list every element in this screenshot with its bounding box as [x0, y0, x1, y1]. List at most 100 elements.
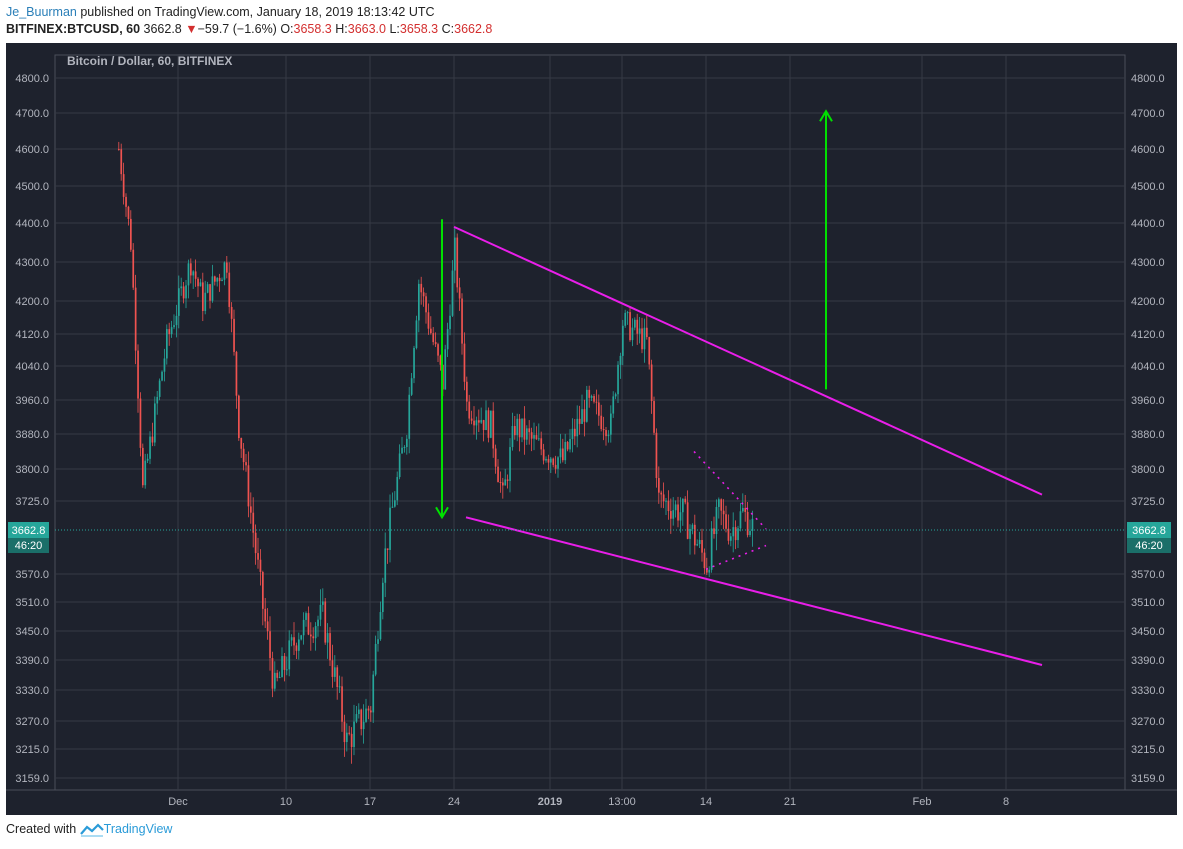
- y-tick-label-left: 3215.0: [15, 744, 49, 756]
- tradingview-brand-link[interactable]: TradingView: [103, 822, 173, 836]
- y-tick-label-left: 4500.0: [15, 181, 49, 193]
- candle-body: [295, 645, 298, 651]
- countdown-badge-right: [1127, 538, 1171, 553]
- y-tick-label-left: 3390.0: [15, 655, 49, 667]
- candle-body: [506, 479, 509, 481]
- symbol-label: BITFINEX:BTCUSD, 60: [6, 22, 141, 36]
- y-tick-label-left: 4700.0: [15, 108, 49, 120]
- candle-body: [530, 432, 533, 439]
- candle-body: [192, 271, 195, 276]
- candle-body: [708, 569, 711, 573]
- candle-body: [629, 312, 631, 341]
- candle-body: [132, 249, 135, 288]
- candle-body: [571, 428, 574, 439]
- candle-body: [202, 282, 204, 311]
- candle-body: [446, 329, 449, 350]
- published-text: published on TradingView.com, January 18…: [80, 5, 435, 19]
- candle-body: [190, 263, 192, 276]
- candle-body: [660, 492, 663, 495]
- low-value: 3658.3: [399, 22, 439, 36]
- candle-body: [240, 438, 243, 449]
- candle-body: [266, 621, 269, 632]
- candle-body: [569, 438, 571, 450]
- candle-body: [634, 319, 636, 328]
- candle-body: [624, 312, 627, 326]
- candle-body: [391, 506, 394, 508]
- candle-body: [384, 548, 387, 583]
- candle-body: [403, 447, 406, 449]
- last-price-badge-right: [1127, 522, 1171, 538]
- candle-body: [550, 458, 552, 463]
- candle-body: [252, 512, 255, 533]
- y-tick-label-left: 4200.0: [15, 296, 49, 308]
- candle-body: [401, 447, 403, 454]
- candle-body: [504, 479, 507, 486]
- candle-body: [648, 337, 651, 365]
- x-tick-label: 14: [700, 796, 712, 808]
- candle-body: [684, 498, 687, 503]
- candle-body: [158, 380, 161, 397]
- candle-body: [218, 277, 221, 282]
- candle-body: [348, 732, 351, 734]
- candle-body: [163, 358, 166, 372]
- candle-body: [600, 415, 603, 430]
- y-tick-label-right: 3880.0: [1131, 429, 1165, 441]
- y-tick-label-right: 3159.0: [1131, 773, 1165, 785]
- candle-body: [221, 279, 223, 282]
- candle-body: [449, 315, 451, 330]
- candle-body: [154, 403, 156, 443]
- candle-body: [214, 276, 216, 282]
- candle-body: [662, 494, 665, 502]
- candle-body: [619, 355, 622, 365]
- candle-body: [336, 667, 339, 688]
- candle-body: [670, 511, 672, 519]
- candle-body: [166, 329, 168, 359]
- candle-body: [672, 510, 675, 519]
- candle-body: [686, 502, 689, 539]
- candle-body: [461, 298, 463, 344]
- candle-body: [518, 418, 521, 438]
- candle-body: [674, 504, 677, 511]
- author-link[interactable]: Je_Buurman: [6, 5, 77, 19]
- candle-body: [626, 312, 629, 314]
- candle-body: [523, 418, 526, 440]
- publish-line: Je_Buurman published on TradingView.com,…: [6, 4, 492, 21]
- y-tick-label-right: 3800.0: [1131, 464, 1165, 476]
- candle-body: [715, 506, 718, 535]
- candle-body: [703, 552, 706, 569]
- candle-body: [398, 453, 401, 478]
- candle-body: [283, 656, 286, 670]
- candle-body: [610, 413, 612, 435]
- candle-body: [727, 528, 730, 541]
- candle-body: [451, 270, 454, 316]
- y-tick-label-left: 4120.0: [15, 329, 49, 341]
- y-tick-label-left: 3800.0: [15, 464, 49, 476]
- candle-body: [420, 283, 423, 293]
- last-price-text-right: 3662.8: [1132, 525, 1166, 537]
- candle-body: [473, 420, 475, 426]
- candle-body: [264, 608, 267, 622]
- y-tick-label-left: 4040.0: [15, 361, 49, 373]
- candle-body: [418, 283, 420, 321]
- y-tick-label-left: 3570.0: [15, 569, 49, 581]
- candle-body: [458, 287, 461, 299]
- candle-body: [475, 420, 478, 426]
- candle-body: [698, 540, 701, 545]
- candle-body: [290, 637, 293, 641]
- candle-body: [149, 436, 151, 459]
- candle-body: [254, 532, 257, 554]
- y-tick-label-left: 3270.0: [15, 716, 49, 728]
- down-arrow-head: [435, 506, 449, 520]
- high-value: 3663.0: [347, 22, 386, 36]
- candle-body: [710, 528, 713, 570]
- candle-body: [554, 464, 557, 469]
- candle-body: [406, 438, 408, 448]
- candle-body: [725, 514, 727, 529]
- candle-body: [293, 637, 295, 646]
- candle-body: [439, 355, 442, 365]
- candle-body: [298, 639, 300, 651]
- high-label: H:: [335, 22, 348, 36]
- candle-body: [631, 327, 634, 341]
- candle-body: [144, 460, 147, 486]
